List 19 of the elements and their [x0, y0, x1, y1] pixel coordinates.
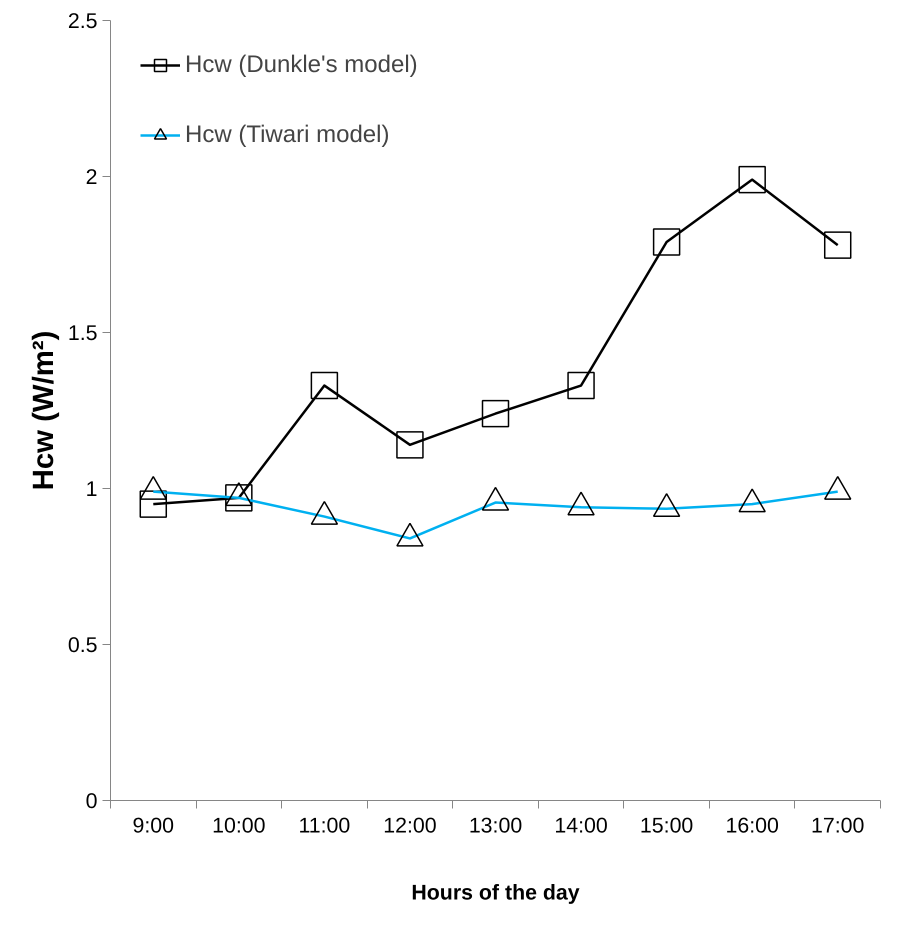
y-tick-label: 2.5 [68, 9, 98, 33]
x-tick-label: 12:00 [383, 814, 437, 838]
y-tick-label: 0.5 [68, 633, 98, 657]
x-tick-label: 9:00 [132, 814, 174, 838]
legend-label: Hcw (Dunkle's model) [185, 51, 418, 79]
y-tick-label: 0 [86, 789, 98, 813]
x-tick-label: 11:00 [298, 814, 350, 838]
y-tick-label: 1 [86, 477, 98, 501]
x-tick-label: 10:00 [212, 814, 266, 838]
x-tick-label: 17:00 [811, 814, 865, 838]
y-axis-title: Hcw (W/m²) [26, 330, 60, 490]
x-tick-label: 16:00 [725, 814, 779, 838]
x-tick-label: 15:00 [640, 814, 694, 838]
x-tick-label: 14:00 [554, 814, 608, 838]
x-tick-label: 13:00 [468, 814, 522, 838]
legend-label: Hcw (Tiwari model) [185, 121, 390, 149]
x-axis-title: Hours of the day [411, 880, 580, 904]
y-tick-label: 2 [86, 165, 98, 189]
y-tick-label: 1.5 [68, 321, 98, 345]
